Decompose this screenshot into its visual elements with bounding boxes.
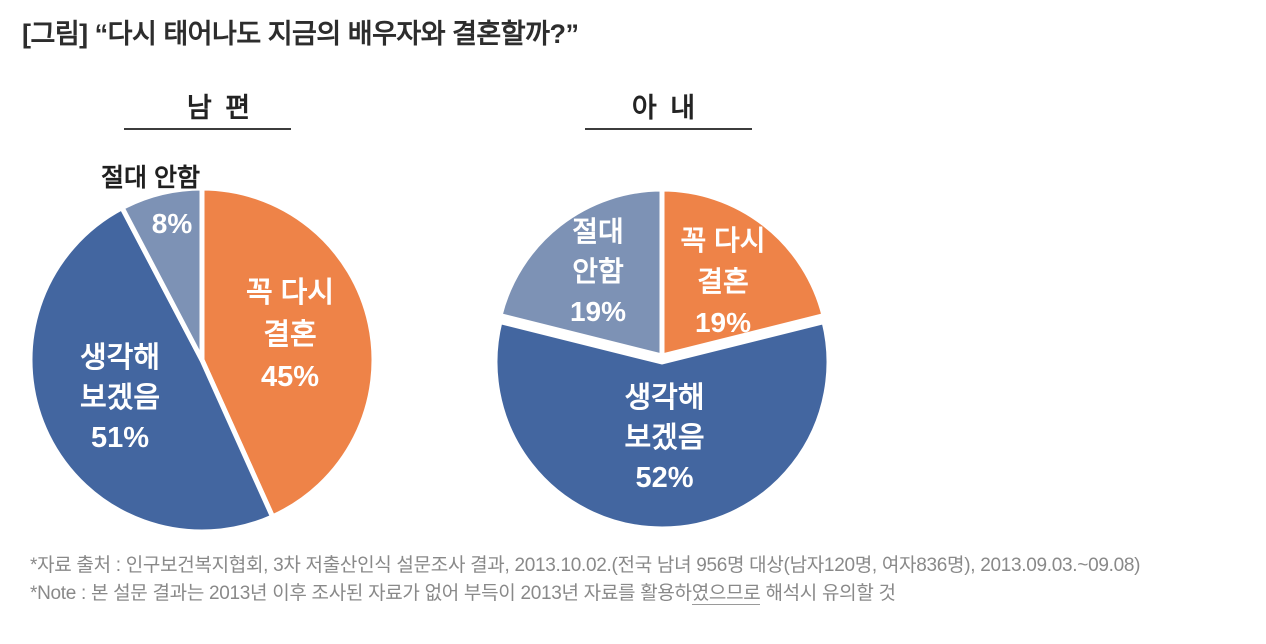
wife-label-think-line2: 보겠음: [624, 422, 705, 454]
footnote-note: *Note : 본 설문 결과는 2013년 이후 조사된 자료가 없어 부득이…: [30, 578, 896, 605]
wife-label-remarry-pct: 19%: [694, 307, 752, 338]
wife-chart-title: 아 내: [631, 93, 699, 123]
wife-label-never-line2: 안함: [572, 256, 624, 287]
husband-title-underline: [124, 128, 291, 130]
footnote-source: *자료 출처 : 인구보건복지협회, 3차 저출산인식 설문조사 결과, 201…: [30, 555, 1141, 576]
wife-label-think: 생각해 보겠음 52%: [582, 378, 747, 498]
husband-label-remarry-line1: 꼭 다시: [245, 277, 335, 309]
wife-label-remarry: 꼭 다시 결혼 19%: [643, 220, 803, 343]
wife-pie-chart: [492, 186, 832, 532]
husband-label-remarry-pct: 45%: [260, 361, 320, 393]
husband-label-think: 생각해 보겠음 51%: [35, 338, 205, 458]
wife-label-never-line1: 절대: [572, 216, 624, 247]
husband-label-never-pct: 8%: [151, 208, 193, 239]
footnote-note-underlined: 였으므로: [691, 583, 761, 605]
footnote-note-pre: *Note : 본 설문 결과는 2013년 이후 조사된 자료가 없어 부득이…: [30, 583, 692, 604]
pie-slice-0-2: [119, 185, 205, 363]
husband-label-think-line2: 보겠음: [79, 382, 161, 414]
husband-pie-chart: [27, 185, 377, 535]
wife-label-never: 절대 안함 19%: [518, 212, 678, 332]
pie-slice-1-2: [497, 186, 665, 359]
wife-label-think-pct: 52%: [635, 462, 694, 494]
wife-label-remarry-line1: 꼭 다시: [680, 225, 766, 256]
pie-slice-1-1: [492, 319, 832, 532]
footnote-note-post: 해석시 유의할 것: [760, 583, 896, 604]
wife-title-underline: [585, 128, 752, 130]
page-title: [그림] “다시 태어나도 지금의 배우자와 결혼할까?”: [22, 19, 579, 49]
wife-label-think-line1: 생각해: [624, 382, 705, 414]
wife-label-remarry-line2: 결혼: [697, 266, 749, 297]
pie-slice-1-0: [659, 186, 827, 359]
husband-label-remarry: 꼭 다시 결혼 45%: [205, 272, 375, 398]
husband-label-think-line1: 생각해: [79, 342, 161, 374]
husband-label-think-pct: 51%: [90, 422, 150, 454]
husband-outside-label-never: 절대 안함: [101, 164, 200, 192]
pie-slice-0-1: [27, 205, 276, 535]
husband-label-remarry-line2: 결혼: [263, 319, 317, 351]
pie-slice-0-0: [199, 185, 377, 520]
husband-chart-title: 남 편: [186, 93, 254, 123]
wife-label-never-pct: 19%: [569, 296, 627, 327]
